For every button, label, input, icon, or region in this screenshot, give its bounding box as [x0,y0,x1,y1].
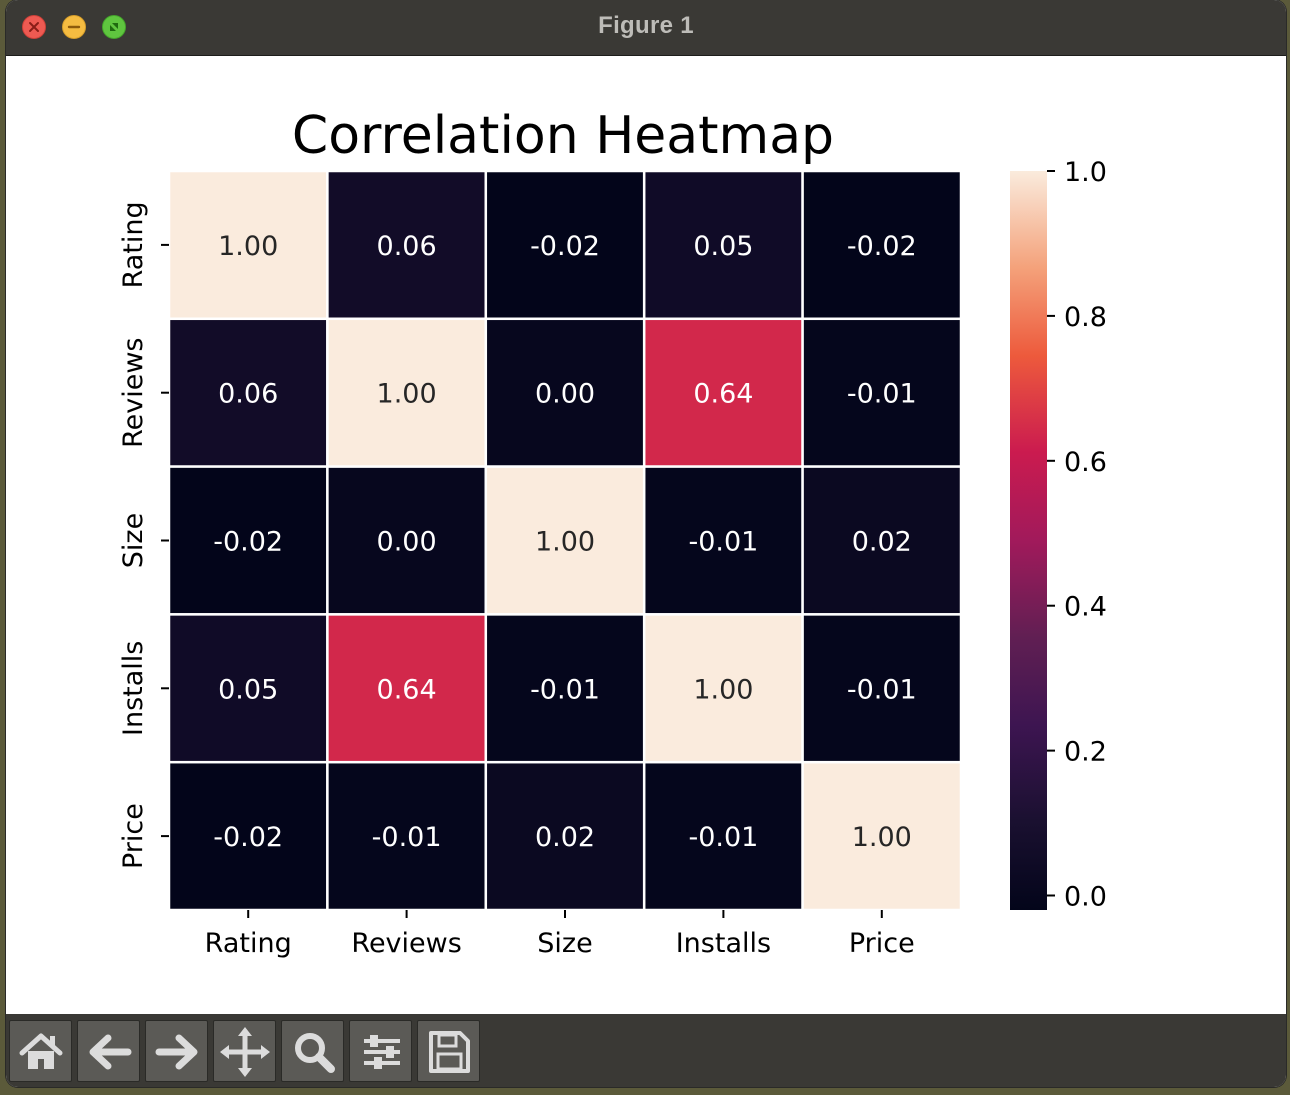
cell-annotation: 0.05 [693,231,753,262]
y-tick-label: Size [118,513,149,568]
save-button[interactable] [417,1020,480,1082]
zoom-button[interactable] [281,1020,344,1082]
y-tick-label: Reviews [118,337,149,447]
cell-annotation: -0.01 [372,822,442,853]
arrow-left-icon [89,1034,132,1070]
x-tick-label: Reviews [351,928,461,959]
fullscreen-icon [110,23,118,31]
heatmap-cell [801,169,963,321]
cell-annotation: -0.02 [213,527,283,558]
floppy-disk-icon [429,1031,470,1073]
forward-button[interactable] [145,1020,208,1082]
heatmap-cell [642,760,804,912]
sliders-icon [364,1035,400,1069]
cell-annotation: -0.01 [688,822,758,853]
navigation-toolbar [6,1014,1286,1087]
y-tick-label: Installs [118,641,149,736]
title-bar[interactable]: Figure 1 [6,0,1286,56]
x-tick-label: Installs [676,928,771,959]
colorbar-tick-label: 0.4 [1064,592,1107,623]
y-tick-label: Rating [118,201,149,288]
cell-annotation: 1.00 [852,822,912,853]
cell-annotation: -0.02 [213,822,283,853]
colorbar-tick-label: 0.2 [1064,737,1107,768]
cell-annotation: -0.01 [688,527,758,558]
x-tick-label: Price [849,928,915,959]
minimize-icon [67,25,81,29]
cell-annotation: -0.02 [530,231,600,262]
arrow-right-icon [155,1034,198,1070]
cell-annotation: -0.02 [847,231,917,262]
move-icon [220,1027,270,1077]
heatmap-cell [801,760,963,912]
heatmap-cell [167,613,329,764]
pan-button[interactable] [213,1020,276,1082]
back-button[interactable] [77,1020,140,1082]
colorbar-tick-label: 0.0 [1064,882,1107,913]
x-tick-label: Size [537,928,592,959]
cell-annotation: 0.00 [535,379,595,410]
colorbar-axis: 0.0 0.2 0.4 0.6 0.8 1.0 [1047,157,1107,913]
cell-annotation: 0.02 [535,822,595,853]
y-tick-label: Price [118,803,149,869]
x-tick-label: Rating [205,928,292,959]
heatmap-cell [326,613,488,764]
cell-annotation: 0.06 [218,379,278,410]
y-axis: Rating Reviews Size Installs Price [118,201,169,869]
cell-annotation: -0.01 [847,379,917,410]
heatmap-cell [801,317,963,468]
magnifier-icon [295,1033,335,1073]
heatmap-cell [167,317,329,468]
colorbar-tick-label: 0.8 [1064,302,1107,333]
heatmap-cell [801,465,963,616]
cell-annotation: 1.00 [693,674,753,705]
cell-annotation: -0.01 [847,674,917,705]
home-button[interactable] [9,1020,72,1082]
heatmap-cell [167,760,329,912]
cell-annotation: 0.06 [377,231,437,262]
zoom-window-button[interactable] [102,15,126,39]
cell-annotation: 0.02 [852,527,912,558]
heatmap-cell [484,465,646,616]
heatmap-cell [642,317,804,468]
heatmap-annotations: 1.00 0.06 -0.02 0.05 -0.02 0.06 1.00 0.00 0.64 -0… [213,231,916,853]
colorbar-tick-label: 0.6 [1064,447,1107,478]
cell-annotation: -0.01 [530,674,600,705]
cell-annotation: 1.00 [535,527,595,558]
figure-window: Figure 1 Correlation Heatmap 1.00 0.06- [6,0,1286,1087]
window-title: Figure 1 [598,12,694,39]
cell-annotation: 1.00 [218,231,278,262]
cell-annotation: 0.64 [377,674,437,705]
heatmap-chart: Correlation Heatmap 1.00 0.06 -0.02 0.05 -0.… [118,106,1107,959]
cell-annotation: 0.64 [693,379,753,410]
x-axis: Rating Reviews Size Installs Price [205,910,915,959]
cell-annotation: 0.05 [218,674,278,705]
chart-title: Correlation Heatmap [292,106,834,166]
minimize-button[interactable] [62,15,86,39]
heatmap-cell [484,613,646,764]
heatmap-cell [642,465,804,616]
heatmap-cell [642,613,804,764]
close-button[interactable] [22,15,46,39]
heatmap-cell [326,465,488,616]
heatmap-cell [484,760,646,912]
configure-subplots-button[interactable] [349,1020,412,1082]
colorbar [1010,171,1047,910]
cell-annotation: 1.00 [377,379,437,410]
heatmap-cell [642,169,804,321]
figure-canvas[interactable]: Correlation Heatmap 1.00 0.06 -0.02 0.05 -0.… [6,56,1286,1014]
close-icon [29,22,39,32]
heatmap-cells [167,169,963,912]
colorbar-tick-label: 1.0 [1064,157,1107,188]
cell-annotation: 0.00 [377,527,437,558]
home-icon [19,1033,63,1069]
